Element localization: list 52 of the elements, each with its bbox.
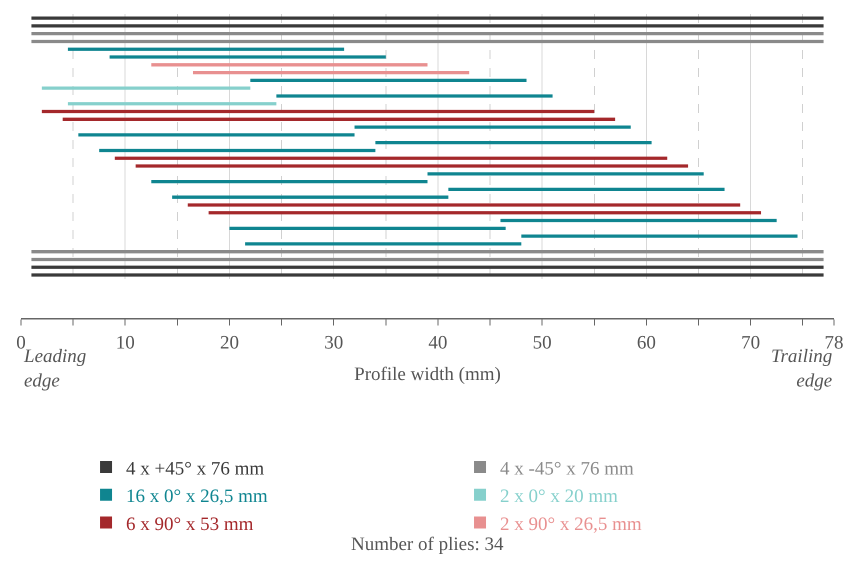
bar xyxy=(250,78,527,82)
bar xyxy=(229,226,506,230)
bar xyxy=(99,148,376,152)
bar xyxy=(208,211,762,214)
bar xyxy=(31,40,824,44)
bar xyxy=(245,242,522,246)
x-tick-label: 78 xyxy=(824,332,844,354)
bar xyxy=(136,164,688,168)
bar xyxy=(31,258,824,262)
text: Leading edge xyxy=(23,346,86,392)
bar xyxy=(42,86,250,90)
legend-label: 2 x 90° x 26,5 mm xyxy=(500,514,642,535)
x-tick-label: 30 xyxy=(324,332,344,354)
bar xyxy=(151,63,428,66)
bar xyxy=(110,55,386,59)
legend-label: 4 x +45° x 76 mm xyxy=(126,458,264,480)
bar xyxy=(428,172,704,176)
bar xyxy=(448,188,725,192)
bar xyxy=(276,94,553,98)
bar xyxy=(192,70,470,74)
bar xyxy=(151,180,428,184)
bar xyxy=(68,48,344,51)
x-axis-title: Profile width (mm) xyxy=(354,364,501,385)
bar xyxy=(42,110,594,114)
x-tick-label: 20 xyxy=(220,332,239,354)
text: Number of plies: 34 xyxy=(351,534,504,555)
x-tick-label: 50 xyxy=(532,332,552,354)
bar xyxy=(114,156,668,160)
bar xyxy=(354,125,631,129)
x-tick-label: 60 xyxy=(636,332,656,354)
x-tick-label: 10 xyxy=(116,332,135,354)
bar xyxy=(375,141,652,144)
bar xyxy=(68,102,276,106)
legend-label: 16 x 0° x 26,5 mm xyxy=(126,486,268,508)
x-tick-label: 70 xyxy=(741,332,760,354)
bar xyxy=(31,16,824,20)
legend-label: 4 x -45° x 76 mm xyxy=(500,458,634,480)
bar xyxy=(31,250,824,254)
bar xyxy=(172,196,448,199)
bar xyxy=(521,234,798,238)
legend-label: 6 x 90° x 53 mm xyxy=(126,514,254,535)
bar xyxy=(500,218,777,222)
legend-label: 2 x 0° x 20 mm xyxy=(500,486,618,508)
bar xyxy=(31,273,824,277)
bar xyxy=(31,32,824,36)
bar xyxy=(31,266,824,269)
bar xyxy=(31,24,824,28)
bar xyxy=(78,133,355,137)
x-tick-label: 40 xyxy=(428,332,448,354)
bar xyxy=(62,118,616,121)
bar xyxy=(188,203,740,207)
x-tick-label: 0 xyxy=(16,332,26,354)
